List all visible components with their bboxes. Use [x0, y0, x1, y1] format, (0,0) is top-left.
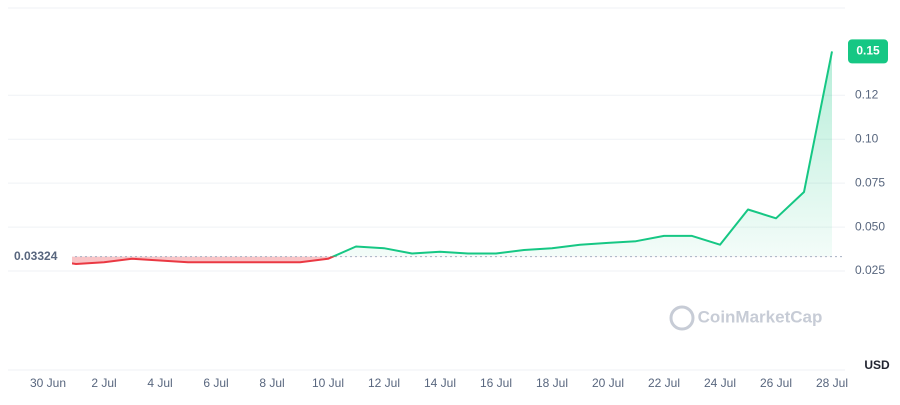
x-tick-label: 14 Jul: [424, 376, 456, 390]
baseline-label-bg: [10, 247, 72, 266]
watermark: CoinMarketCap: [698, 307, 823, 326]
x-tick-label: 8 Jul: [259, 376, 284, 390]
baseline-label: 0.03324: [14, 249, 58, 263]
x-tick-label: 16 Jul: [480, 376, 512, 390]
x-tick-label: 4 Jul: [147, 376, 172, 390]
y-tick-label: 0.075: [855, 175, 885, 189]
price-badge-label: 0.15: [856, 44, 880, 58]
y-tick-label: 0.10: [855, 131, 879, 145]
watermark-logo: [669, 305, 695, 331]
x-tick-label: 26 Jul: [760, 376, 792, 390]
y-tick-label: 0.025: [855, 263, 885, 277]
x-tick-label: 20 Jul: [592, 376, 624, 390]
x-tick-label: 6 Jul: [203, 376, 228, 390]
price-line: [19, 51, 833, 265]
x-tick-label: 22 Jul: [648, 376, 680, 390]
price-area: [20, 51, 832, 265]
x-tick-label: 2 Jul: [91, 376, 116, 390]
x-tick-label: 24 Jul: [704, 376, 736, 390]
x-tick-label: 18 Jul: [536, 376, 568, 390]
price-badge: [848, 39, 888, 64]
unit-label: USD: [864, 358, 890, 372]
x-tick-label: 12 Jul: [368, 376, 400, 390]
x-tick-label: 30 Jun: [30, 376, 66, 390]
x-tick-label: 10 Jul: [312, 376, 344, 390]
y-tick-label: 0.12: [855, 87, 879, 101]
x-tick-label: 28 Jul: [816, 376, 848, 390]
y-tick-label: 0.050: [855, 219, 885, 233]
